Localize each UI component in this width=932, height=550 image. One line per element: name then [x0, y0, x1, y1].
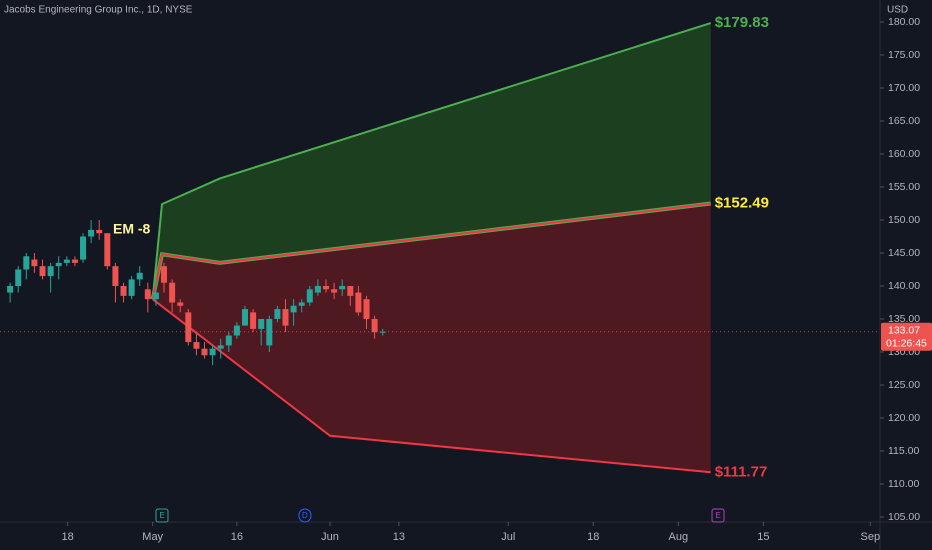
lower-line — [152, 298, 711, 474]
y-tick-label: 170.00 — [888, 82, 920, 94]
candle-body — [120, 285, 127, 296]
candle-body — [23, 256, 30, 270]
candle-body — [314, 285, 321, 293]
event-marker — [298, 508, 312, 523]
candle-body — [250, 312, 257, 329]
event-label: E — [159, 511, 164, 520]
x-tick-label: 16 — [231, 531, 243, 543]
x-tick-label: Jun — [321, 531, 339, 543]
x-tick-label: May — [142, 531, 163, 543]
y-tick-label: 160.00 — [888, 148, 920, 160]
x-tick-label: Aug — [669, 531, 689, 543]
y-tick-label: 145.00 — [888, 247, 920, 259]
annotation: EM -8 — [113, 221, 151, 237]
candle-body — [242, 309, 249, 326]
middle-line — [151, 202, 711, 300]
x-tick-label: Jul — [501, 531, 515, 543]
candle-body — [347, 285, 354, 296]
price-tag — [881, 322, 932, 351]
x-tick-label: Sep — [860, 531, 880, 543]
candle-body — [7, 285, 14, 293]
candle-body — [96, 229, 103, 234]
candle-body — [233, 325, 240, 336]
y-tick-label: 165.00 — [888, 115, 920, 127]
candle-body — [266, 318, 273, 346]
projection-label: $152.49 — [715, 195, 769, 212]
candle-body — [331, 289, 338, 293]
candle-body — [55, 262, 62, 267]
y-tick-label: 125.00 — [888, 379, 920, 391]
event-marker — [155, 508, 169, 523]
event-label: D — [302, 511, 308, 520]
price-tag-countdown: 01:26:45 — [886, 338, 927, 350]
price-tag-value: 133.07 — [888, 325, 920, 337]
candle-body — [88, 229, 95, 237]
candle-body — [71, 259, 78, 263]
projection-label: $111.77 — [715, 463, 768, 480]
y-tick-label: 175.00 — [888, 49, 920, 61]
candle-body — [371, 318, 378, 333]
candle-body — [161, 266, 168, 283]
candle-body — [80, 236, 87, 260]
x-tick-label: 15 — [757, 531, 769, 543]
y-tick-label: 115.00 — [888, 445, 919, 457]
candle-body — [290, 305, 297, 313]
candle-body — [201, 348, 208, 356]
y-tick-label: 150.00 — [888, 214, 920, 226]
y-tick-label: 140.00 — [888, 280, 920, 292]
candle-body — [47, 266, 54, 277]
candle-body — [193, 342, 200, 349]
y-tick-label: 105.00 — [888, 511, 920, 523]
upper-line — [151, 22, 712, 300]
event-label: E — [715, 511, 720, 520]
candle-body — [323, 285, 330, 290]
candle-body — [104, 233, 111, 267]
candle-body — [15, 269, 22, 286]
chart-title: Jacobs Engineering Group Inc., 1D, NYSE — [4, 5, 193, 16]
candle-body — [379, 331, 386, 333]
candle-body — [355, 292, 362, 313]
candle-body — [31, 259, 38, 267]
candle-body — [282, 309, 289, 326]
candle-body — [63, 259, 70, 263]
upper-band — [152, 23, 711, 300]
candle-body — [136, 272, 143, 280]
x-tick-label: 13 — [393, 531, 405, 543]
y-tick-label: 120.00 — [888, 412, 920, 424]
candle-body — [258, 318, 265, 329]
candle-body — [152, 292, 159, 300]
projection-label: $179.83 — [715, 14, 769, 31]
lower-band — [152, 203, 711, 473]
y-tick-label: 135.00 — [888, 313, 920, 325]
candle-body — [144, 289, 151, 300]
x-tick-label: 18 — [62, 531, 74, 543]
currency: USD — [887, 5, 908, 16]
candle-body — [112, 266, 119, 286]
event-marker — [711, 508, 725, 523]
candle-body — [225, 335, 232, 346]
candle-body — [217, 345, 224, 349]
y-tick-label: 110.00 — [888, 478, 919, 490]
y-tick-label: 155.00 — [888, 181, 920, 193]
candle-body — [274, 309, 281, 319]
candle-body — [363, 299, 370, 319]
candle-body — [209, 348, 216, 356]
x-tick-label: 18 — [587, 531, 599, 543]
candle-body — [298, 302, 305, 306]
y-tick-label: 180.00 — [888, 16, 920, 28]
candle-body — [128, 279, 135, 296]
candle-body — [39, 266, 46, 277]
candle-body — [185, 312, 192, 343]
candle-body — [177, 302, 184, 306]
candle-body — [306, 289, 313, 303]
candle-body — [169, 282, 176, 303]
candle-body — [339, 285, 346, 290]
